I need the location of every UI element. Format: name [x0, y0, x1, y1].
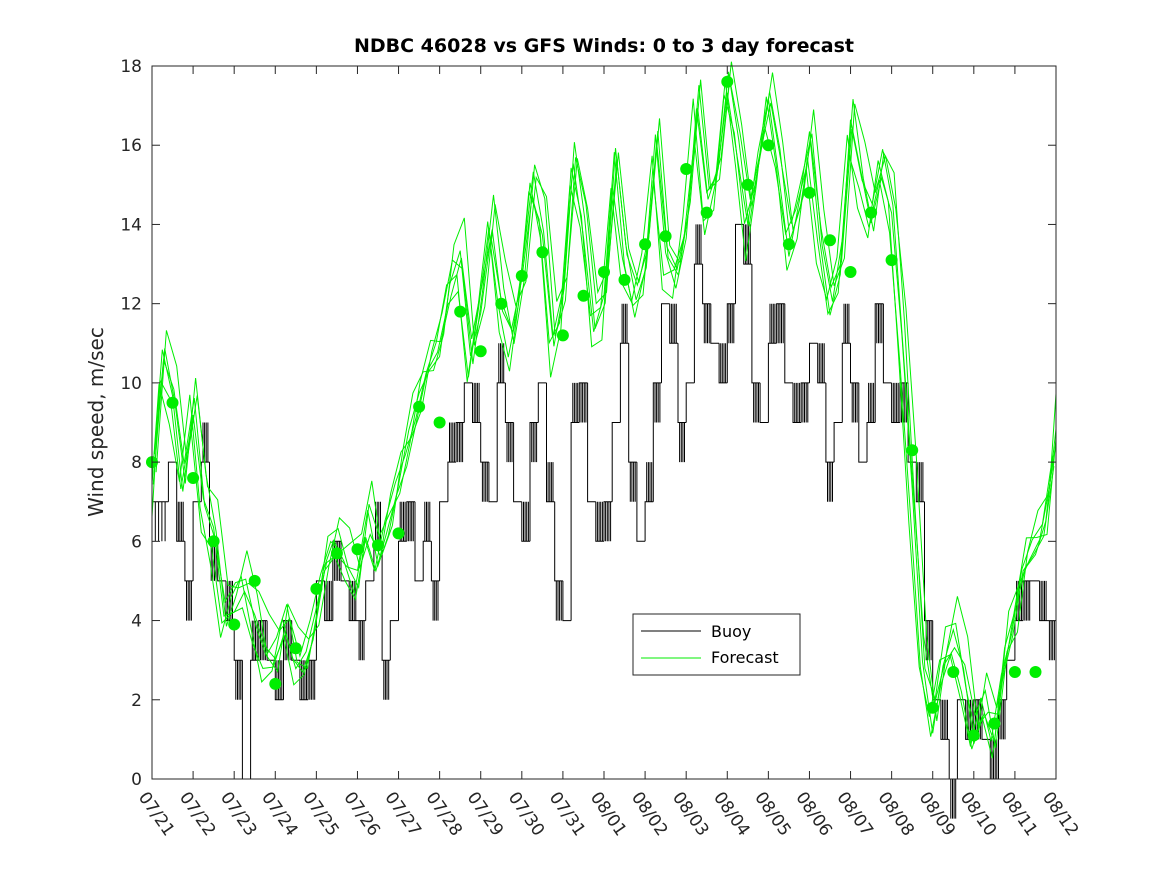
- x-tick-label: 07/21: [134, 788, 178, 840]
- forecast-marker: [413, 400, 426, 413]
- series-forecast-line-run-4: [155, 61, 1057, 727]
- x-tick-label: 07/23: [216, 788, 260, 840]
- y-axis: 0 2 4 6 8 10 12 14 16 18: [120, 57, 1056, 790]
- forecast-marker: [289, 642, 302, 655]
- y-tick-label: 0: [131, 770, 142, 790]
- forecast-marker: [166, 396, 179, 409]
- x-tick-label: 07/25: [298, 788, 342, 840]
- chart-title: NDBC 46028 vs GFS Winds: 0 to 3 day fore…: [354, 35, 854, 57]
- y-tick-label: 14: [120, 215, 142, 235]
- forecast-marker: [454, 305, 467, 318]
- series-forecast-line-run-6: [152, 71, 1057, 749]
- forecast-marker: [248, 574, 261, 587]
- forecast-marker: [659, 230, 672, 243]
- series-forecast-line-run-2: [154, 79, 1057, 739]
- x-tick-label: 07/24: [257, 788, 301, 840]
- forecast-marker: [228, 618, 241, 631]
- x-tick-label: 08/11: [997, 788, 1041, 840]
- forecast-marker: [556, 329, 569, 342]
- series-forecast-line-run-3: [151, 80, 1055, 759]
- x-tick-label: 07/28: [422, 788, 466, 840]
- forecast-marker: [865, 206, 878, 219]
- y-axis-label: Wind speed, m/sec: [84, 327, 108, 517]
- y-tick-label: 10: [120, 374, 142, 394]
- forecast-marker: [577, 289, 590, 302]
- forecast-marker: [988, 717, 1001, 730]
- forecast-marker: [207, 535, 220, 548]
- forecast-marker: [618, 273, 631, 286]
- forecast-marker: [598, 266, 610, 278]
- forecast-marker: [947, 666, 960, 678]
- y-tick-label: 8: [131, 453, 142, 473]
- legend-label-buoy: Buoy: [711, 622, 751, 641]
- forecast-marker: [433, 416, 446, 429]
- forecast-marker: [782, 238, 795, 251]
- legend: Buoy Forecast: [632, 613, 801, 676]
- series-forecast-line-run-1: [151, 92, 1057, 744]
- x-tick-label: 08/01: [586, 788, 630, 840]
- x-tick-label: 08/06: [791, 788, 835, 840]
- x-tick-label: 08/07: [832, 788, 876, 840]
- forecast-marker: [310, 582, 323, 595]
- x-tick-label: 07/31: [545, 788, 589, 840]
- forecast-marker: [824, 234, 836, 247]
- forecast-marker: [351, 543, 364, 556]
- forecast-marker: [680, 163, 693, 175]
- x-tick-label: 08/04: [709, 788, 753, 840]
- forecast-marker: [474, 345, 487, 358]
- forecast-marker: [330, 547, 343, 560]
- x-tick-label: 08/02: [627, 788, 671, 840]
- forecast-marker: [495, 297, 508, 310]
- forecast-marker: [392, 527, 405, 540]
- forecast-marker: [803, 186, 816, 199]
- forecast-marker: [372, 539, 384, 552]
- y-tick-label: 6: [131, 532, 142, 552]
- forecast-marker: [639, 238, 652, 251]
- legend-label-forecast: Forecast: [711, 648, 779, 667]
- x-tick-label: 07/29: [463, 788, 507, 840]
- x-tick-label: 08/08: [874, 788, 918, 840]
- forecast-marker: [885, 254, 898, 267]
- x-tick-label: 07/30: [504, 788, 548, 840]
- x-tick-label: 07/22: [175, 788, 219, 840]
- forecast-marker: [1029, 666, 1042, 678]
- x-tick-label: 08/05: [750, 788, 794, 840]
- forecast-marker: [844, 266, 857, 278]
- forecast-marker: [762, 139, 775, 152]
- x-tick-label: 07/27: [380, 788, 424, 840]
- y-tick-label: 18: [120, 57, 142, 77]
- forecast-marker: [906, 444, 919, 457]
- legend-box: [632, 613, 801, 676]
- forecast-marker: [1008, 666, 1021, 678]
- series-forecast-line-run-5: [151, 94, 1054, 747]
- forecast-marker: [187, 472, 200, 484]
- forecast-marker: [700, 206, 713, 219]
- y-tick-label: 16: [120, 136, 142, 156]
- y-tick-label: 12: [120, 295, 142, 315]
- x-tick-label: 08/12: [1038, 788, 1082, 840]
- y-tick-label: 4: [131, 612, 142, 632]
- x-tick-label: 08/03: [668, 788, 712, 840]
- forecast-marker: [967, 729, 980, 742]
- forecast-marker: [536, 246, 549, 259]
- series-layer: [146, 61, 1057, 819]
- x-tick-label: 07/26: [339, 788, 383, 840]
- y-tick-label: 2: [131, 691, 142, 711]
- forecast-marker: [741, 178, 754, 191]
- x-tick-label: 08/10: [956, 788, 1000, 840]
- forecast-marker: [515, 269, 528, 282]
- series-buoy-line: [152, 223, 1056, 819]
- forecast-marker: [269, 677, 282, 690]
- x-axis: 07/2107/2207/2307/2407/2507/2607/2707/28…: [134, 66, 1082, 840]
- forecast-marker: [926, 701, 939, 714]
- forecast-marker: [721, 75, 734, 88]
